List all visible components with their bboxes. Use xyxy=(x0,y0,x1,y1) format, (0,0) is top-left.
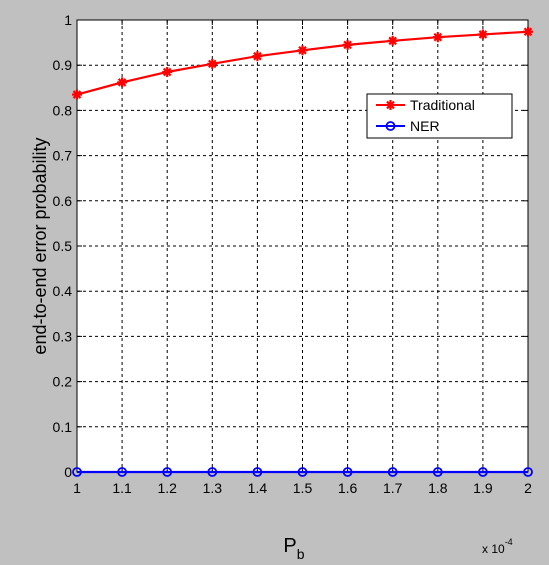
y-tick-label: 0.9 xyxy=(53,57,73,73)
legend-label-ner: NER xyxy=(410,118,440,134)
legend-entry-traditional: Traditional xyxy=(376,97,475,113)
marker-stroke xyxy=(388,36,397,46)
marker-stroke xyxy=(117,78,127,87)
data-point-ner xyxy=(162,467,173,477)
x-tick-label: 1.5 xyxy=(293,480,313,496)
data-point-ner xyxy=(477,467,488,477)
data-point-ner xyxy=(297,467,308,477)
data-point-ner xyxy=(72,467,82,477)
data-point-traditional xyxy=(207,58,218,69)
y-tick-label: 0.4 xyxy=(53,283,73,299)
x-axis-label-subscript: b xyxy=(297,546,305,562)
x-tick-label: 1.3 xyxy=(203,480,223,496)
x-tick-label: 1.6 xyxy=(338,480,358,496)
data-point-traditional xyxy=(387,35,398,46)
marker-stroke xyxy=(208,59,217,69)
marker-stroke xyxy=(343,40,352,50)
marker-stroke xyxy=(253,51,262,61)
x-tick-label: 1.9 xyxy=(473,480,493,496)
data-point-traditional xyxy=(477,29,488,40)
legend-marker-symbol xyxy=(385,121,396,131)
y-axis-label: end-to-end error probability xyxy=(30,137,50,354)
x-tick-label: 1.1 xyxy=(112,480,132,496)
data-point-traditional xyxy=(117,77,128,88)
y-tick-label: 0 xyxy=(64,464,72,480)
data-point-ner xyxy=(207,467,218,477)
y-tick-label: 0.3 xyxy=(53,328,73,344)
x-axis-multiplier-base: x 10 xyxy=(482,542,505,556)
marker-stroke xyxy=(298,46,307,55)
series-layer xyxy=(72,26,533,477)
x-axis-label-main: P xyxy=(283,535,296,557)
legend-entry-ner: NER xyxy=(376,118,440,134)
marker-stroke xyxy=(386,100,395,110)
x-tick-label: 1.2 xyxy=(157,480,177,496)
data-point-traditional xyxy=(297,45,308,56)
legend-marker-traditional xyxy=(385,100,396,110)
x-tick-label: 1 xyxy=(73,480,81,496)
y-tick-labels: 0 0.1 0.2 0.3 0.4 0.5 0.6 0.7 0.8 0.9 1 xyxy=(53,12,73,480)
x-axis-label: Pb xyxy=(283,535,304,562)
marker-stroke xyxy=(523,27,533,37)
legend-marker-symbol xyxy=(385,100,396,110)
series-traditional xyxy=(72,26,533,100)
data-point-ner xyxy=(387,467,398,477)
data-point-traditional xyxy=(342,39,353,50)
data-point-ner xyxy=(252,467,263,477)
y-tick-label: 0.5 xyxy=(53,238,73,254)
data-point-ner xyxy=(342,467,353,477)
x-tick-label: 1.7 xyxy=(383,480,403,496)
x-tick-label: 1.4 xyxy=(248,480,268,496)
legend-label-traditional: Traditional xyxy=(410,97,475,113)
x-tick-label: 1.8 xyxy=(428,480,448,496)
marker-stroke xyxy=(478,30,488,39)
legend: Traditional NER xyxy=(366,93,513,139)
y-tick-label: 0.1 xyxy=(53,419,73,435)
legend-marker-ner xyxy=(385,121,396,131)
data-point-traditional xyxy=(523,26,533,37)
marker-stroke xyxy=(433,32,443,42)
y-tick-label: 0.2 xyxy=(53,374,73,390)
marker-stroke xyxy=(72,90,82,99)
data-point-traditional xyxy=(72,89,82,100)
data-point-traditional xyxy=(432,32,443,43)
data-point-traditional xyxy=(162,66,173,77)
y-tick-label: 1 xyxy=(64,12,72,28)
data-point-ner xyxy=(432,467,443,477)
y-tick-label: 0.6 xyxy=(53,193,73,209)
x-tick-labels: 1 1.1 1.2 1.3 1.4 1.5 1.6 1.7 1.8 1.9 2 xyxy=(73,480,532,496)
data-point-ner xyxy=(117,467,127,477)
y-tick-label: 0.8 xyxy=(53,102,73,118)
y-tick-label: 0.7 xyxy=(53,148,73,164)
x-axis-multiplier-exponent: -4 xyxy=(505,537,513,547)
marker-stroke xyxy=(162,67,172,77)
data-point-traditional xyxy=(252,51,263,62)
series-ner xyxy=(72,467,533,477)
data-point-ner xyxy=(523,467,533,477)
x-tick-label: 2 xyxy=(524,480,532,496)
x-axis-multiplier: x 10-4 xyxy=(482,537,513,556)
